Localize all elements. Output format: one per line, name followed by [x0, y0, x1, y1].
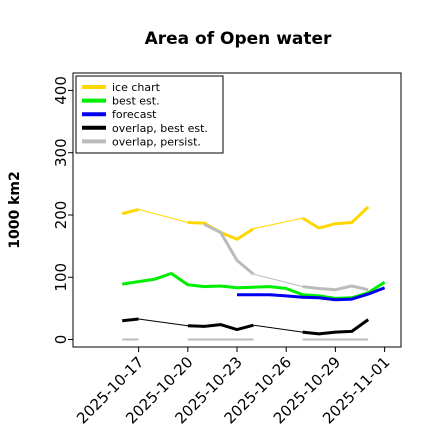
y-axis-label: 1000 km2	[7, 171, 23, 248]
x-axis-ticks: 2025-10-172025-10-202025-10-232025-10-26…	[73, 347, 393, 427]
series-ice-chart-segment-0	[121, 207, 139, 216]
y-tick-label: 200	[52, 201, 70, 230]
legend-label-best-est: best est.	[112, 95, 160, 108]
series-overlap-persist-segment-4	[253, 273, 303, 288]
y-tick-label: 400	[52, 76, 70, 105]
y-tick-label: 0	[52, 335, 70, 345]
y-tick-label: 300	[52, 138, 70, 167]
legend-label-overlap-best-est: overlap, best est.	[112, 122, 208, 135]
series-overlap-persist-segment-3	[203, 222, 255, 276]
chart-title: Area of Open water	[145, 29, 332, 49]
series-ice-chart-segment-4	[301, 205, 370, 230]
series-ice-chart-segment-1	[138, 208, 188, 223]
plot-lines	[121, 205, 386, 341]
series-overlap-best-est-segment-0	[122, 317, 139, 323]
series-overlap-best-est-segment-1	[138, 318, 188, 327]
series-overlap-persist-segment-5	[302, 284, 369, 292]
series-overlap-best-est-segment-4	[302, 318, 370, 336]
series-overlap-best-est-segment-3	[253, 324, 303, 333]
series-ice-chart-segment-3	[253, 217, 303, 230]
y-tick-label: 100	[52, 263, 70, 292]
series-forecast-segment-0	[237, 286, 386, 302]
series-overlap-best-est-segment-2	[187, 323, 254, 332]
legend-label-forecast: forecast	[112, 108, 157, 121]
legend-label-ice-chart: ice chart	[112, 81, 161, 94]
legend-label-overlap-persist: overlap, persist.	[112, 135, 201, 148]
y-axis-ticks: 0 100 200 300 400	[52, 76, 73, 344]
